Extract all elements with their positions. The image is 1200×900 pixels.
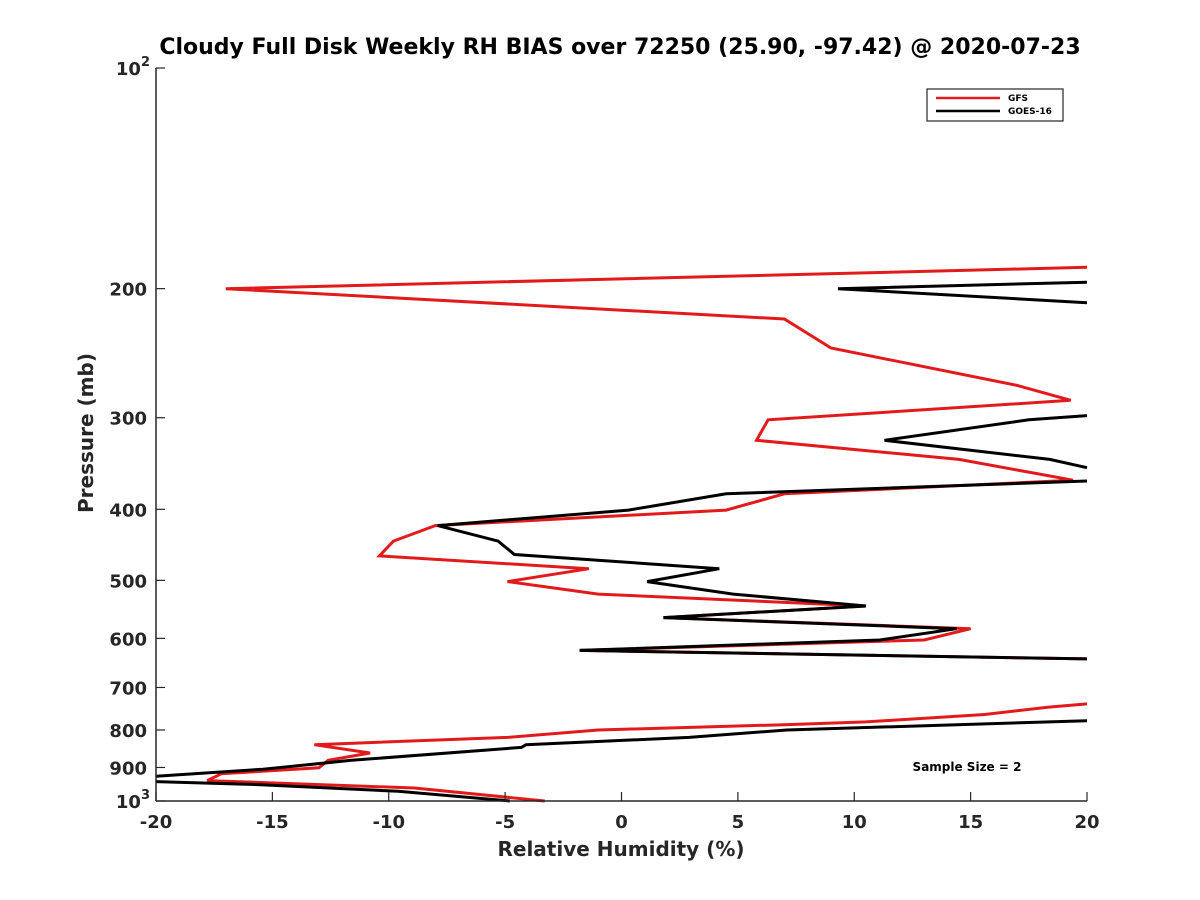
y-tick-label: 300 (109, 409, 147, 430)
legend-label-gfs: GFS (1008, 94, 1028, 104)
y-tick-label: 900 (109, 758, 147, 779)
x-tick-label: -20 (140, 812, 173, 833)
legend-label-goes16: GOES-16 (1008, 107, 1052, 117)
x-tick-label: 0 (615, 812, 628, 833)
x-tick-label: 5 (732, 812, 745, 833)
x-tick-label: -10 (372, 812, 405, 833)
x-tick-label: -15 (256, 812, 289, 833)
x-tick-label: 15 (958, 812, 983, 833)
y-tick-label: 700 (109, 678, 147, 699)
x-tick-label: 20 (1074, 812, 1099, 833)
y-tick-label: 400 (109, 500, 147, 521)
x-axis-label: Relative Humidity (%) (497, 837, 744, 861)
y-tick-label: 800 (109, 721, 147, 742)
x-tick-label: -5 (495, 812, 515, 833)
chart-title: Cloudy Full Disk Weekly RH BIAS over 722… (159, 35, 1080, 60)
chart: Cloudy Full Disk Weekly RH BIAS over 722… (0, 0, 1200, 900)
y-tick-label: 200 (109, 280, 147, 301)
legend: GFS GOES-16 (927, 89, 1063, 121)
y-tick-label: 600 (109, 629, 147, 650)
sample-size-annotation: Sample Size = 2 (913, 760, 1022, 774)
x-tick-label: 10 (842, 812, 867, 833)
y-axis-label: Pressure (mb) (74, 353, 98, 513)
y-tick-label: 500 (109, 571, 147, 592)
